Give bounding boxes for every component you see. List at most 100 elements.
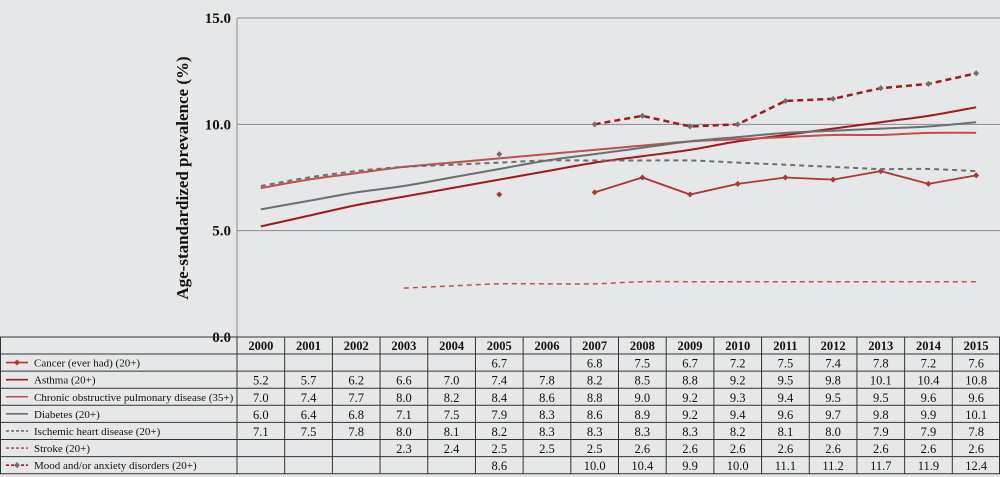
data-label: 2.3 — [396, 442, 412, 456]
data-label: 2.6 — [825, 442, 841, 456]
y-tick-label: 5.0 — [212, 224, 231, 240]
data-label: 8.9 — [635, 408, 651, 422]
data-point-marker — [591, 121, 598, 128]
data-point-marker — [591, 189, 598, 196]
data-point-marker — [496, 191, 503, 198]
data-label: 7.4 — [491, 374, 507, 388]
data-label: 7.1 — [396, 408, 412, 422]
year-header: 2007 — [582, 339, 607, 353]
data-label: 6.7 — [491, 357, 507, 371]
data-label: 11.7 — [870, 459, 891, 473]
data-label: 6.4 — [301, 408, 317, 422]
data-point-marker — [782, 97, 789, 104]
series-3 — [260, 121, 977, 211]
series-line — [594, 72, 977, 128]
data-label: 6.6 — [396, 374, 412, 388]
data-label: 7.0 — [444, 374, 460, 388]
data-label: 9.5 — [778, 374, 794, 388]
data-point-marker — [639, 112, 646, 119]
data-point-marker — [734, 180, 741, 187]
data-label: 7.5 — [778, 357, 794, 371]
data-label: 10.4 — [918, 374, 941, 388]
data-label: 8.3 — [539, 408, 555, 422]
data-label: 9.9 — [921, 408, 937, 422]
data-label: 8.6 — [539, 391, 555, 405]
data-label: 6.0 — [253, 408, 269, 422]
series-2 — [260, 131, 977, 190]
data-label: 9.6 — [921, 391, 937, 405]
y-tick-label: 10.0 — [205, 117, 231, 133]
legend-key — [6, 462, 28, 469]
data-label: 7.9 — [921, 425, 937, 439]
series-4 — [260, 159, 977, 187]
data-label: 2.6 — [873, 442, 889, 456]
data-label: 2.4 — [444, 442, 460, 456]
legend-label: Stroke (20+) — [34, 443, 90, 455]
data-label: 2.6 — [778, 442, 794, 456]
series-1 — [260, 106, 977, 228]
y-tick-label: 15.0 — [205, 11, 231, 27]
data-label: 11.2 — [822, 459, 843, 473]
data-label: 10.4 — [631, 459, 654, 473]
data-label: 2.5 — [491, 442, 507, 456]
data-label: 7.2 — [921, 357, 937, 371]
year-header: 2010 — [725, 339, 750, 353]
data-label: 9.2 — [682, 408, 698, 422]
data-label: 8.8 — [587, 391, 603, 405]
data-label: 7.4 — [825, 357, 841, 371]
year-header: 2004 — [439, 339, 465, 353]
data-label: 2.6 — [968, 442, 984, 456]
legend-label: Chronic obstructive pulmonary disease (3… — [34, 392, 234, 404]
year-header: 2001 — [296, 339, 321, 353]
data-label: 7.5 — [635, 357, 651, 371]
data-label: 2.5 — [587, 442, 603, 456]
data-point-marker — [830, 95, 837, 102]
series-line — [260, 106, 977, 228]
data-label: 7.0 — [253, 391, 269, 405]
data-point-marker — [830, 176, 837, 183]
data-label: 9.8 — [825, 374, 841, 388]
year-header: 2009 — [678, 339, 703, 353]
data-label: 2.6 — [635, 442, 651, 456]
data-label: 9.5 — [873, 391, 889, 405]
data-point-marker — [973, 172, 980, 179]
data-label: 5.2 — [253, 374, 269, 388]
data-label: 6.7 — [682, 357, 698, 371]
data-label: 8.5 — [635, 374, 651, 388]
data-label: 2.5 — [539, 442, 555, 456]
series-line — [260, 159, 977, 187]
data-point-marker — [687, 123, 694, 130]
data-point-marker — [877, 85, 884, 92]
data-label: 9.0 — [635, 391, 651, 405]
data-label: 10.0 — [584, 459, 606, 473]
year-header: 2013 — [868, 339, 893, 353]
series-line — [403, 280, 977, 289]
legend-label: Diabetes (20+) — [34, 409, 100, 421]
data-label: 8.6 — [587, 408, 603, 422]
data-label: 9.4 — [730, 408, 746, 422]
data-label: 7.9 — [491, 408, 507, 422]
data-point-marker — [687, 191, 694, 198]
data-label: 7.9 — [873, 425, 889, 439]
year-header: 2015 — [964, 339, 989, 353]
year-header: 2012 — [821, 339, 846, 353]
series-6 — [496, 70, 980, 158]
data-point-marker — [496, 151, 503, 158]
data-label: 7.8 — [539, 374, 555, 388]
data-label: 8.1 — [778, 425, 794, 439]
legend-marker — [14, 462, 20, 469]
data-label: 7.8 — [348, 425, 364, 439]
series-0 — [496, 168, 980, 198]
data-point-marker — [639, 174, 646, 181]
data-label: 8.8 — [682, 374, 698, 388]
data-label: 6.2 — [348, 374, 364, 388]
data-point-marker — [925, 80, 932, 87]
data-label: 8.0 — [396, 425, 412, 439]
data-label: 6.8 — [348, 408, 364, 422]
data-label: 8.1 — [444, 425, 460, 439]
legend-key — [6, 359, 28, 366]
year-header: 2008 — [630, 339, 655, 353]
data-point-marker — [734, 121, 741, 128]
year-header: 2014 — [916, 339, 942, 353]
